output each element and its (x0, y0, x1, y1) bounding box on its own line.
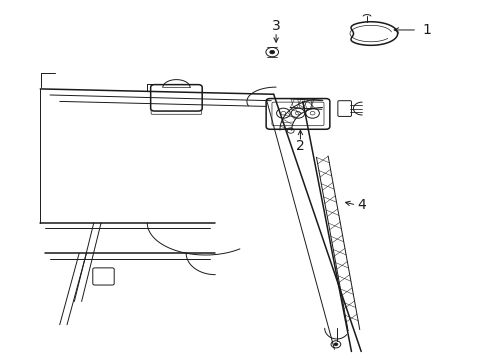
FancyBboxPatch shape (337, 101, 351, 116)
FancyBboxPatch shape (151, 108, 201, 114)
Text: 1: 1 (422, 23, 430, 37)
Text: 3: 3 (271, 19, 280, 33)
Circle shape (333, 343, 337, 346)
FancyBboxPatch shape (93, 268, 114, 285)
FancyBboxPatch shape (265, 99, 329, 129)
FancyBboxPatch shape (271, 102, 324, 126)
Circle shape (269, 50, 274, 54)
Text: 2: 2 (295, 139, 304, 153)
Text: 4: 4 (356, 198, 365, 212)
FancyBboxPatch shape (150, 85, 202, 111)
